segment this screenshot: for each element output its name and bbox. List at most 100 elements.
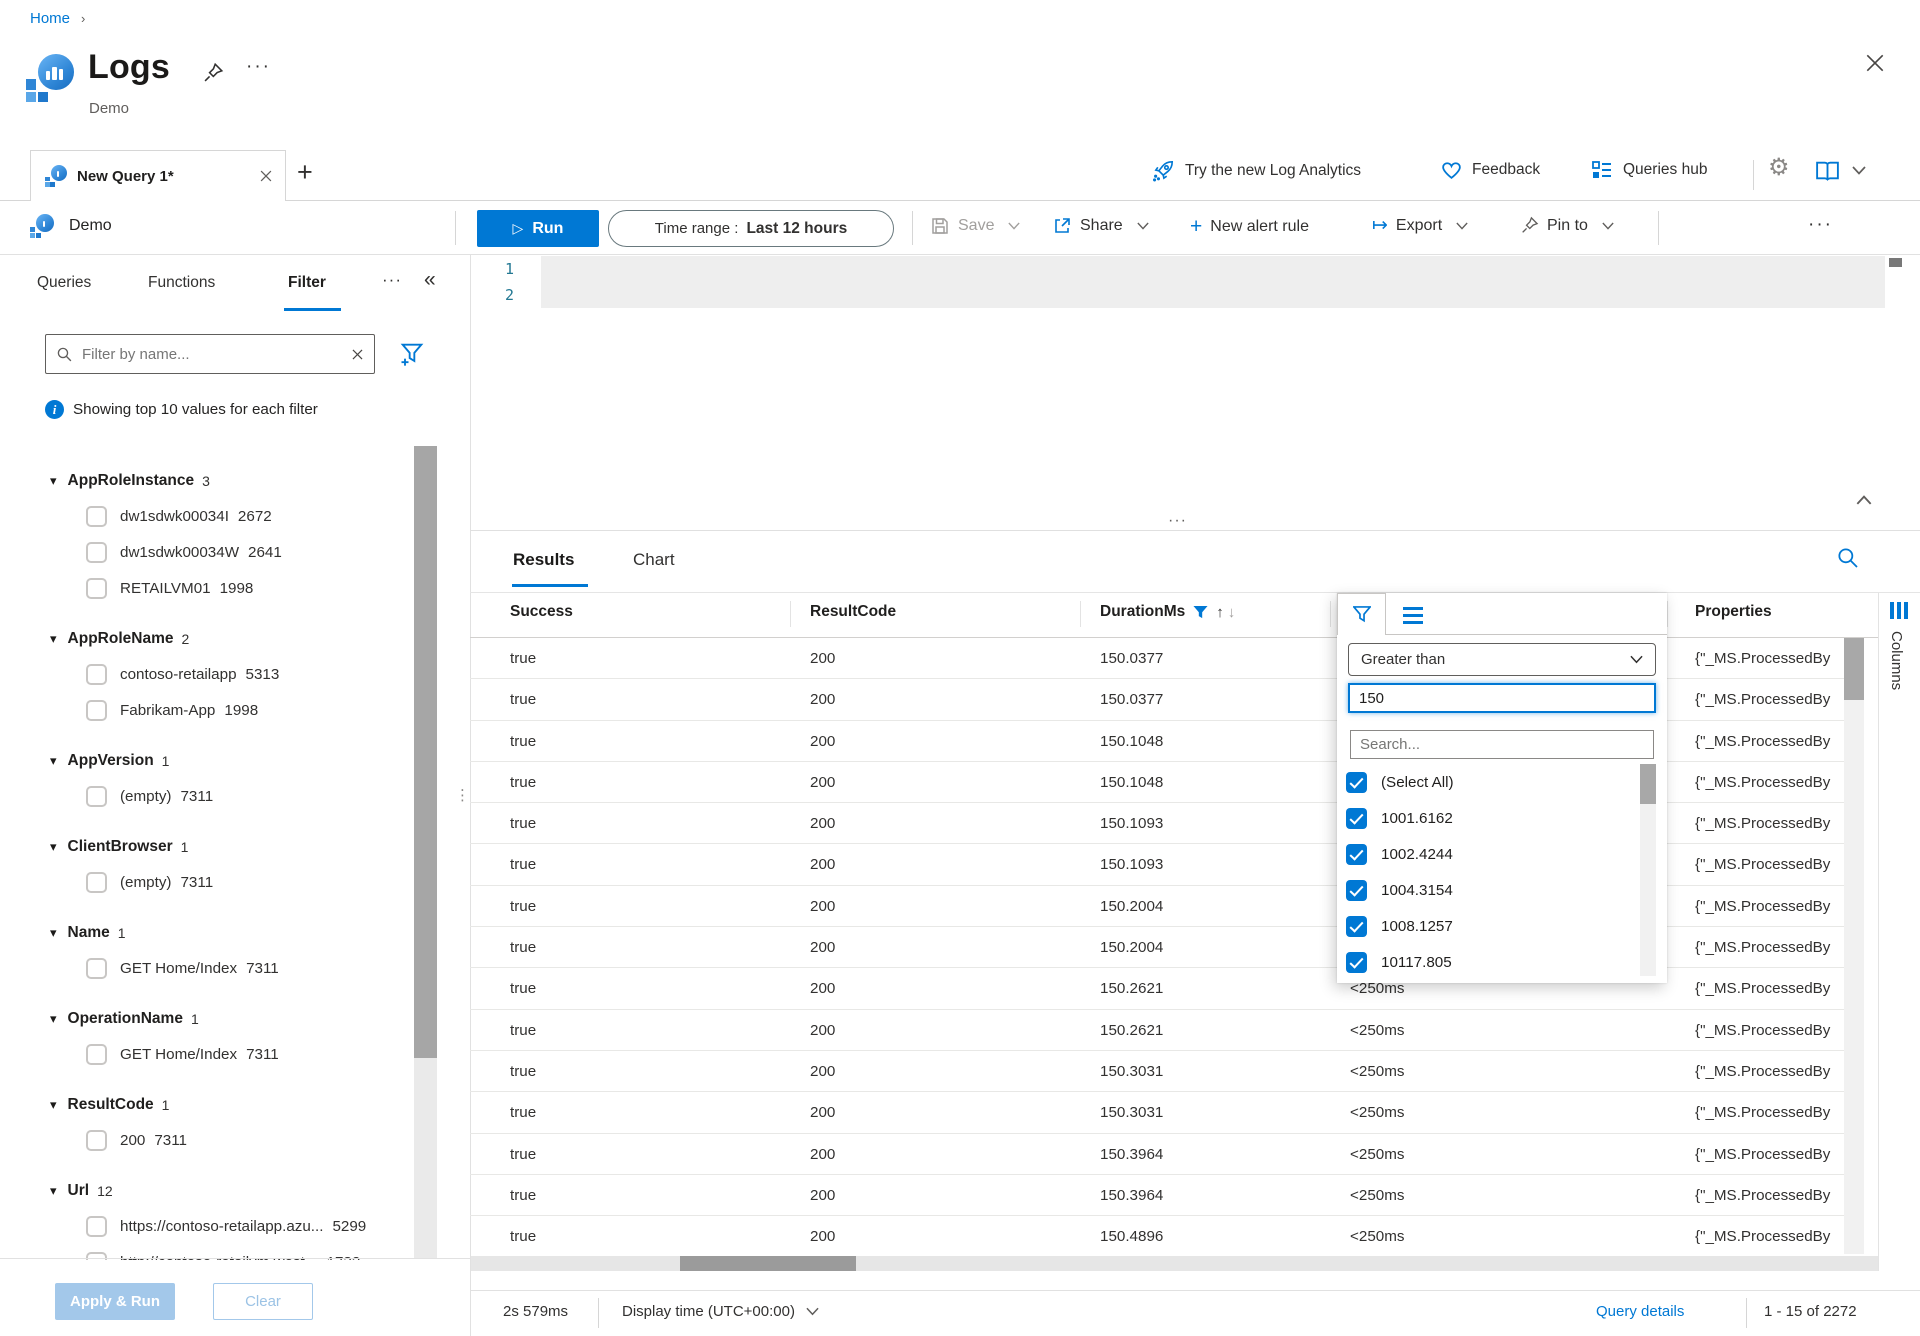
- popup-scrollbar[interactable]: [1640, 764, 1656, 976]
- clear-search-icon[interactable]: [351, 348, 364, 361]
- checkbox[interactable]: [86, 957, 107, 979]
- checkbox[interactable]: [86, 1129, 107, 1151]
- filter-group-header[interactable]: ▾ Name 1: [30, 916, 412, 950]
- checkbox-checked[interactable]: [1346, 843, 1367, 865]
- table-row[interactable]: true 200 150.2621 <250ms {"_MS.Processed…: [470, 1010, 1844, 1051]
- filter-value-input[interactable]: [1348, 683, 1656, 713]
- column-header-durationms[interactable]: DurationMs ↑ ↓: [1100, 603, 1236, 621]
- checkbox[interactable]: [86, 785, 107, 807]
- sidebar-tab-functions[interactable]: Functions: [148, 274, 216, 291]
- filter-value-row[interactable]: contoso-retailapp 5313: [30, 656, 412, 692]
- gear-icon[interactable]: ⚙: [1768, 154, 1790, 181]
- share-button[interactable]: Share: [1052, 216, 1149, 236]
- search-results-icon[interactable]: [1836, 546, 1860, 570]
- new-tab-button[interactable]: +: [297, 157, 313, 187]
- feedback-button[interactable]: Feedback: [1440, 158, 1540, 181]
- clear-button[interactable]: Clear: [213, 1283, 313, 1320]
- run-button[interactable]: ▷ Run: [477, 210, 599, 247]
- sidebar-scrollbar[interactable]: [414, 446, 437, 1258]
- checkbox[interactable]: [86, 541, 107, 563]
- column-header-properties[interactable]: Properties: [1695, 603, 1772, 620]
- save-button[interactable]: Save: [930, 216, 1021, 236]
- table-row[interactable]: true 200 150.3031 <250ms {"_MS.Processed…: [470, 1092, 1844, 1134]
- filter-values-search-input[interactable]: [1350, 730, 1654, 759]
- columns-panel-tab[interactable]: Columns: [1878, 593, 1920, 1271]
- filter-applied-icon[interactable]: [1193, 605, 1208, 620]
- scrollbar-thumb[interactable]: [414, 446, 437, 1058]
- filter-group-header[interactable]: ▾ ClientBrowser 1: [30, 830, 412, 864]
- filter-search-box[interactable]: [45, 334, 375, 374]
- checkbox[interactable]: [86, 663, 107, 685]
- checkbox[interactable]: [86, 1251, 107, 1260]
- pin-page-icon[interactable]: [202, 62, 224, 84]
- filter-value-row[interactable]: https://contoso-retailapp.azu... 5299: [30, 1208, 412, 1244]
- table-horizontal-scrollbar[interactable]: [471, 1256, 1878, 1271]
- checkbox-checked[interactable]: [1346, 771, 1367, 793]
- filter-value-row[interactable]: RETAILVM01 1998: [30, 570, 412, 606]
- table-row[interactable]: true 200 150.4896 <250ms {"_MS.Processed…: [470, 1216, 1844, 1254]
- time-range-picker[interactable]: Time range : Last 12 hours: [608, 210, 894, 247]
- table-row[interactable]: true 200 150.2621 <250ms {"_MS.Processed…: [470, 968, 1844, 1010]
- checkbox-checked[interactable]: [1346, 807, 1367, 829]
- checkbox-checked[interactable]: [1346, 879, 1367, 901]
- sidebar-collapse-button[interactable]: «: [424, 268, 436, 291]
- filter-value-row[interactable]: GET Home/Index 7311: [30, 1036, 412, 1072]
- filter-group-header[interactable]: ▾ Url 12: [30, 1174, 412, 1208]
- checkbox-checked[interactable]: [1346, 915, 1367, 937]
- editor-scrollbar-thumb[interactable]: [1889, 258, 1902, 267]
- collapse-editor-icon[interactable]: [1856, 495, 1872, 505]
- filter-group-header[interactable]: ▾ AppRoleName 2: [30, 622, 412, 656]
- filter-value-option[interactable]: 1002.4244: [1337, 836, 1639, 872]
- query-editor[interactable]: 1 2: [471, 256, 1920, 528]
- checkbox[interactable]: [86, 505, 107, 527]
- filter-value-option[interactable]: 1008.1257: [1337, 908, 1639, 944]
- filter-value-row[interactable]: (empty) 7311: [30, 864, 412, 900]
- tabstrip-chevron-down-icon[interactable]: [1852, 166, 1866, 175]
- sidebar-tab-filter[interactable]: Filter: [288, 274, 326, 291]
- column-header-success[interactable]: Success: [510, 603, 573, 620]
- try-new-log-analytics-button[interactable]: Try the new Log Analytics: [1150, 158, 1361, 184]
- filter-value-option[interactable]: 1004.3154: [1337, 872, 1639, 908]
- query-tab-close-icon[interactable]: [259, 169, 273, 183]
- scrollbar-thumb[interactable]: [1844, 638, 1864, 700]
- sidebar-more-button[interactable]: ···: [382, 270, 402, 289]
- filter-value-row[interactable]: 200 7311: [30, 1122, 412, 1158]
- panel-splitter[interactable]: [470, 530, 1920, 531]
- checkbox-checked[interactable]: [1346, 951, 1367, 973]
- filter-group-header[interactable]: ▾ AppVersion 1: [30, 744, 412, 778]
- table-row[interactable]: true 200 150.3031 <250ms {"_MS.Processed…: [470, 1051, 1844, 1093]
- queries-hub-button[interactable]: Queries hub: [1590, 158, 1707, 182]
- table-row[interactable]: true 200 150.3964 <250ms {"_MS.Processed…: [470, 1175, 1844, 1217]
- filter-value-row[interactable]: (empty) 7311: [30, 778, 412, 814]
- apply-and-run-button[interactable]: Apply & Run: [55, 1283, 175, 1320]
- scrollbar-thumb[interactable]: [680, 1256, 856, 1271]
- editor-line[interactable]: 2: [471, 282, 1920, 308]
- filter-value-row[interactable]: http://contoso-retailvm.west... 1732: [30, 1244, 412, 1260]
- add-filter-icon[interactable]: [398, 340, 426, 368]
- filter-group-header[interactable]: ▾ OperationName 1: [30, 1002, 412, 1036]
- filter-group-header[interactable]: ▾ ResultCode 1: [30, 1088, 412, 1122]
- sidebar-tab-queries[interactable]: Queries: [37, 274, 92, 291]
- table-row[interactable]: true 200 150.3964 <250ms {"_MS.Processed…: [470, 1134, 1844, 1175]
- checkbox[interactable]: [86, 699, 107, 721]
- filter-value-option[interactable]: (Select All): [1337, 764, 1639, 800]
- tab-new-query-1[interactable]: New Query 1*: [30, 150, 286, 201]
- filter-group-header[interactable]: ▾ AppRoleInstance 3: [30, 464, 412, 498]
- popup-tab-filter[interactable]: [1337, 593, 1386, 635]
- sidebar-resize-handle[interactable]: ⋮: [455, 787, 470, 804]
- filter-value-row[interactable]: dw1sdwk00034W 2641: [30, 534, 412, 570]
- query-details-link[interactable]: Query details: [1596, 1303, 1685, 1320]
- popup-tab-menu[interactable]: [1403, 603, 1443, 627]
- close-page-icon[interactable]: [1864, 52, 1886, 74]
- sort-ascending-icon[interactable]: ↑: [1216, 603, 1224, 621]
- checkbox[interactable]: [86, 577, 107, 599]
- new-alert-rule-button[interactable]: + New alert rule: [1190, 215, 1309, 238]
- pin-to-button[interactable]: Pin to: [1520, 216, 1614, 235]
- filter-value-row[interactable]: Fabrikam-App 1998: [30, 692, 412, 728]
- filter-search-input[interactable]: [82, 345, 351, 363]
- checkbox[interactable]: [86, 871, 107, 893]
- filter-value-option[interactable]: 1001.6162: [1337, 800, 1639, 836]
- filter-value-row[interactable]: GET Home/Index 7311: [30, 950, 412, 986]
- splitter-drag-handle[interactable]: ···: [1168, 512, 1187, 529]
- sort-descending-icon[interactable]: ↓: [1227, 603, 1236, 621]
